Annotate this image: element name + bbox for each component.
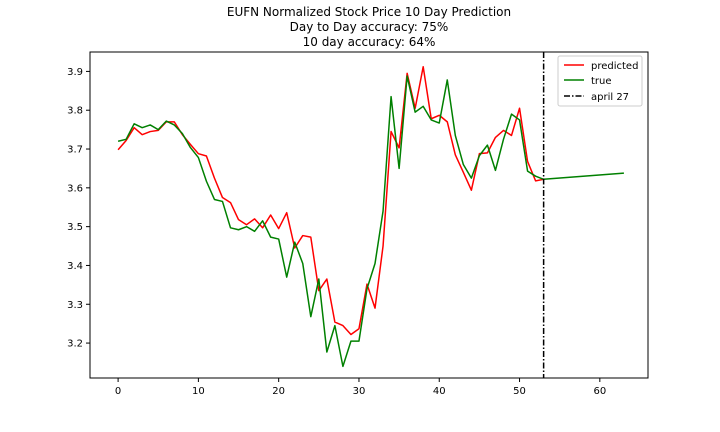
- legend-label-true: true: [591, 76, 612, 87]
- title-line-1: EUFN Normalized Stock Price 10 Day Predi…: [227, 5, 511, 19]
- x-tick-label: 60: [593, 386, 606, 397]
- x-tick-label: 20: [272, 386, 285, 397]
- y-tick-label: 3.9: [67, 67, 83, 78]
- x-tick-label: 0: [115, 386, 121, 397]
- x-tick-label: 30: [353, 386, 366, 397]
- legend-frame: [557, 55, 643, 107]
- y-tick-label: 3.5: [67, 222, 83, 233]
- series-line-true: [117, 75, 624, 368]
- y-tick-label: 3.4: [67, 261, 83, 272]
- legend-label-vline: april 27: [591, 92, 629, 103]
- title-line-3: 10 day accuracy: 64%: [303, 35, 436, 49]
- axes-frame: [89, 51, 649, 379]
- title-line-2: Day to Day accuracy: 75%: [290, 20, 449, 34]
- y-tick-label: 3.6: [67, 183, 83, 194]
- legend: predicted true april 27: [557, 55, 643, 107]
- plot-area: [117, 52, 624, 378]
- x-tick-label: 40: [433, 386, 446, 397]
- chart-title: EUFN Normalized Stock Price 10 Day Predi…: [227, 5, 511, 49]
- x-tick-label: 10: [192, 386, 205, 397]
- y-tick-label: 3.7: [67, 145, 83, 156]
- x-tick-label: 50: [513, 386, 526, 397]
- series-line-predicted: [117, 66, 544, 336]
- y-tick-label: 3.3: [67, 300, 83, 311]
- axes: 0 10 20 30 40 50 60 3.2 3.3 3.4 3.5 3.6 3.7 3.8 3.9: [67, 51, 649, 397]
- y-tick-label: 3.2: [67, 339, 83, 350]
- legend-label-predicted: predicted: [591, 61, 638, 72]
- y-tick-label: 3.8: [67, 106, 83, 117]
